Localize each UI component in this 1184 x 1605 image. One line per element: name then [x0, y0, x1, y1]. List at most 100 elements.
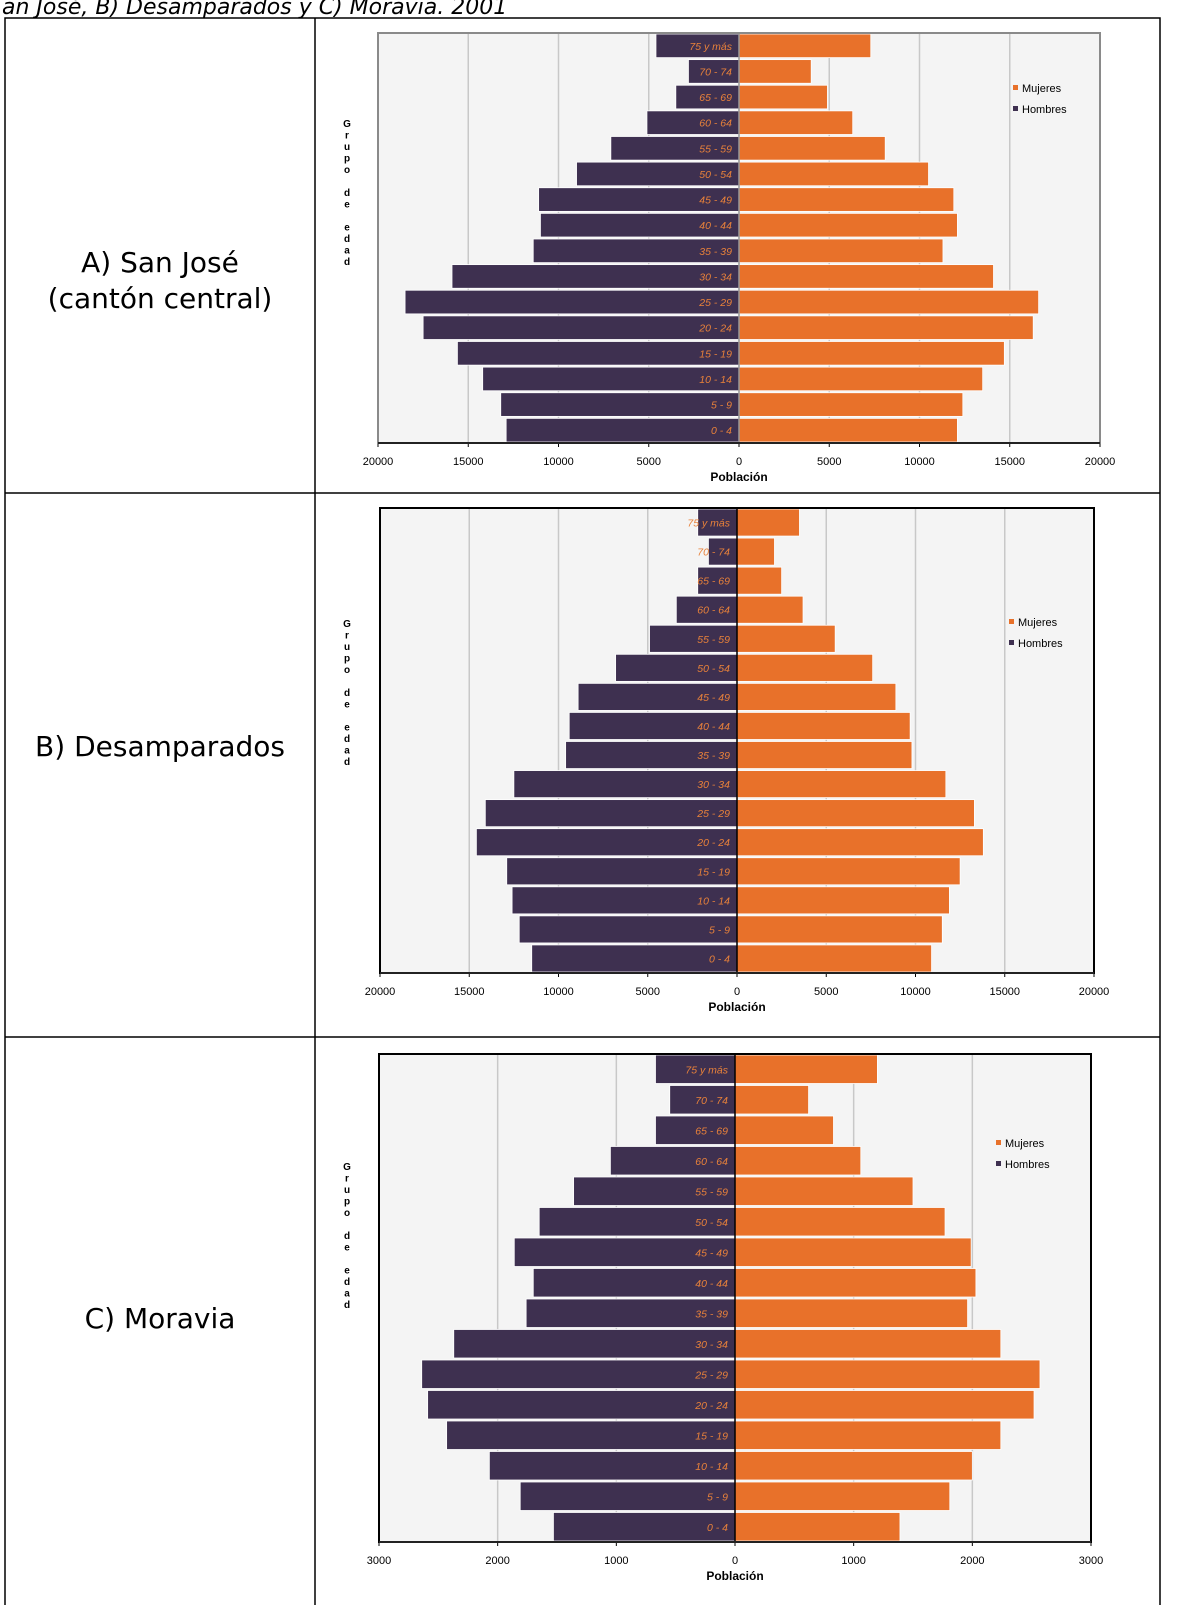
bar [738, 392, 964, 417]
bar [488, 1451, 736, 1481]
bar [734, 1146, 862, 1176]
category-label: 75 y más [689, 41, 732, 53]
x-tick-label: 10000 [900, 986, 931, 998]
x-tick-label: 0 [732, 1555, 738, 1567]
bar [500, 392, 740, 417]
bar [734, 1268, 977, 1298]
bar [531, 944, 738, 973]
bar [736, 828, 984, 857]
bar [511, 886, 738, 915]
category-label: 50 - 54 [699, 169, 732, 181]
row-label: A) San José [81, 246, 239, 279]
category-label: 75 y más [687, 518, 730, 530]
category-label: 0 - 4 [711, 425, 732, 437]
bar [734, 1085, 809, 1115]
bar [421, 1359, 736, 1389]
bar [734, 1359, 1041, 1389]
category-label: 45 - 49 [695, 1247, 728, 1259]
x-tick-label: 3000 [1079, 1555, 1103, 1567]
bar [669, 1085, 736, 1115]
bar [553, 1512, 736, 1542]
x-tick-label: 10000 [904, 456, 935, 468]
category-label: 70 - 74 [699, 66, 732, 78]
legend-swatch [1009, 640, 1014, 645]
x-axis-label: Población [710, 470, 767, 484]
bar [734, 1390, 1035, 1420]
bar [734, 1329, 1002, 1359]
category-label: 50 - 54 [697, 663, 730, 675]
category-label: 20 - 24 [698, 323, 732, 335]
legend-swatch [1009, 619, 1014, 624]
bar [736, 915, 943, 944]
x-tick-label: 15000 [454, 986, 485, 998]
bar [736, 741, 913, 769]
bar [708, 537, 738, 566]
category-label: 60 - 64 [699, 118, 732, 130]
bar [738, 136, 886, 161]
category-label: 55 - 59 [697, 634, 730, 646]
category-label: 20 - 24 [694, 1400, 728, 1412]
bar [422, 315, 740, 340]
bar [649, 624, 738, 653]
bar [513, 1237, 736, 1267]
x-tick-label: 20000 [1079, 986, 1110, 998]
x-axis-label: Población [706, 1569, 763, 1583]
bar [475, 828, 738, 857]
category-label: 30 - 34 [699, 271, 732, 283]
table-frame [4, 17, 1161, 1605]
bar [738, 59, 812, 84]
x-tick-label: 10000 [543, 986, 574, 998]
bar [453, 1329, 736, 1359]
x-tick-label: 1000 [841, 1555, 865, 1567]
category-label: 15 - 19 [699, 348, 732, 360]
bar [734, 1207, 946, 1237]
caption: an José, B) Desamparados y C) Moravia. 2… [2, 0, 507, 20]
category-label: 70 - 74 [695, 1095, 728, 1107]
category-label: 65 - 69 [699, 92, 732, 104]
bar [518, 915, 738, 944]
x-tick-label: 2000 [485, 1555, 509, 1567]
legend-label: Hombres [1022, 104, 1067, 116]
category-label: 35 - 39 [697, 750, 730, 762]
bar [734, 1054, 878, 1084]
bar [738, 315, 1034, 340]
bar [573, 1176, 736, 1206]
bar [736, 770, 947, 799]
bar [505, 417, 740, 443]
category-label: 60 - 64 [695, 1156, 728, 1168]
category-label: 45 - 49 [697, 692, 730, 704]
x-axis-label: Población [708, 1000, 765, 1014]
category-label: 75 y más [685, 1064, 728, 1076]
bar [738, 366, 984, 392]
legend-swatch [1013, 106, 1018, 111]
bar [734, 1481, 951, 1511]
bar [519, 1481, 736, 1511]
bar [734, 1176, 914, 1206]
category-label: 35 - 39 [695, 1308, 728, 1320]
bar [736, 595, 804, 624]
legend-swatch [996, 1140, 1001, 1145]
category-label: 10 - 14 [697, 895, 730, 907]
category-label: 20 - 24 [696, 837, 730, 849]
category-label: 40 - 44 [699, 220, 732, 232]
bar [734, 1512, 901, 1542]
legend-label: Hombres [1018, 638, 1063, 650]
bar [655, 1115, 736, 1145]
bar [404, 289, 740, 315]
bar [513, 770, 738, 799]
category-label: 45 - 49 [699, 195, 732, 207]
bar [738, 238, 944, 264]
category-label: 60 - 64 [697, 605, 730, 617]
bar [736, 799, 975, 828]
category-label: 15 - 19 [697, 866, 730, 878]
x-tick-label: 5000 [636, 986, 660, 998]
bar [736, 944, 932, 973]
bar [734, 1420, 1002, 1450]
x-tick-label: 0 [734, 986, 740, 998]
row-label: (cantón central) [48, 282, 273, 315]
table-borders [4, 17, 1161, 1605]
category-label: 55 - 59 [699, 143, 732, 155]
legend-label: Mujeres [1018, 617, 1058, 629]
